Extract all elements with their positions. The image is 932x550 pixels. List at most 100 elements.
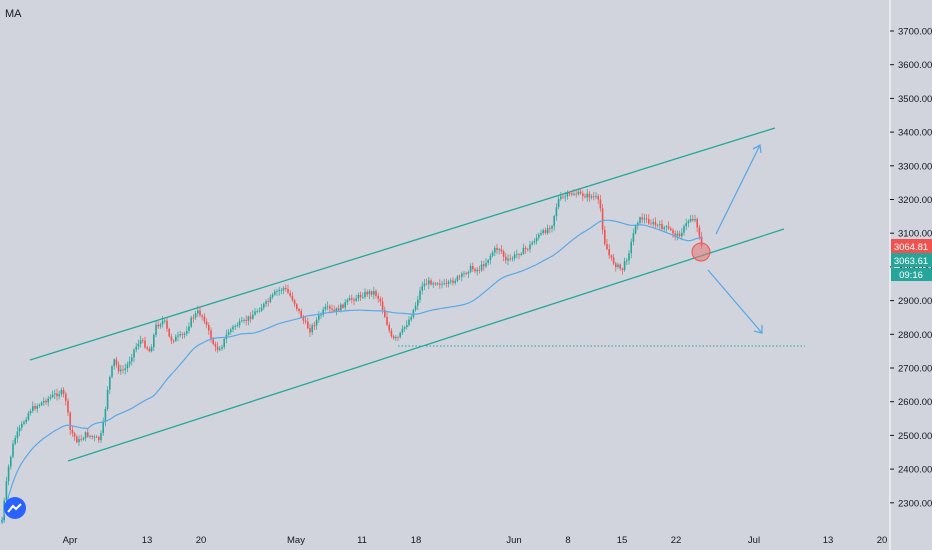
candle-body	[219, 348, 221, 350]
candle-body	[452, 280, 454, 283]
channel-lower-line[interactable]	[67, 228, 785, 462]
candle-body	[601, 208, 604, 230]
time-tick-label: Jun	[506, 535, 521, 546]
candle-body	[5, 481, 8, 501]
candle-body	[698, 227, 701, 237]
candle-body	[18, 427, 21, 432]
candle-body	[463, 273, 465, 275]
candle-body	[258, 310, 261, 312]
candle-body	[423, 283, 426, 287]
svg-text:09:16: 09:16	[899, 270, 923, 281]
candle-body	[128, 361, 131, 365]
candle-body	[560, 196, 562, 199]
candle-body	[522, 247, 525, 254]
candle-body	[505, 256, 507, 261]
candle-body	[333, 309, 335, 312]
candle-body	[12, 443, 14, 457]
candle-body	[124, 368, 126, 370]
candle-body	[461, 273, 463, 277]
candle-body	[480, 264, 483, 270]
candle-body	[392, 336, 395, 339]
candle-body	[73, 433, 76, 437]
candle-body	[386, 316, 388, 325]
candle-body	[630, 241, 632, 254]
candle-body	[628, 253, 630, 261]
candle-body	[445, 283, 448, 284]
candle-body	[520, 253, 522, 255]
candle-body	[340, 304, 342, 311]
candle-body	[610, 255, 613, 258]
price-tick-label: 3200.00	[898, 195, 932, 206]
candle-body	[320, 314, 322, 316]
price-tick-label: 3700.00	[898, 27, 932, 38]
candle-body	[513, 254, 516, 259]
candle-body	[683, 226, 685, 233]
candle-body	[509, 258, 511, 260]
candle-body	[337, 308, 340, 311]
candle-body	[335, 308, 338, 312]
candle-body	[49, 397, 52, 399]
candle-body	[428, 280, 430, 285]
candle-body	[542, 230, 544, 234]
candle-body	[21, 423, 23, 428]
candle-body	[289, 292, 291, 296]
candle-body	[529, 244, 531, 250]
indicator-label[interactable]: MA	[5, 8, 22, 20]
candle-body	[379, 298, 382, 302]
candle-body	[672, 230, 674, 234]
candle-body	[164, 320, 166, 322]
tradingview-logo-icon[interactable]	[4, 497, 26, 519]
candle-body	[65, 393, 67, 401]
time-axis-ticks: Apr 13 20 May 11 18 Jun 8 15 22 Jul 13 20	[63, 535, 888, 546]
candle-body	[62, 389, 65, 394]
candle-body	[615, 263, 617, 268]
candle-body	[619, 264, 621, 269]
candle-body	[467, 271, 470, 274]
up-arrow[interactable]	[715, 143, 762, 235]
candle-body	[1, 519, 3, 522]
channel-upper-line[interactable]	[29, 127, 776, 361]
moving-average-line	[1, 219, 702, 525]
candle-body	[269, 296, 272, 302]
candle-body	[456, 276, 459, 281]
down-arrow[interactable]	[707, 269, 763, 334]
candle-body	[117, 364, 120, 372]
candle-body	[298, 308, 300, 311]
candle-body	[133, 349, 135, 358]
candle-body	[23, 422, 25, 424]
touch-circle[interactable]	[691, 242, 711, 262]
candle-body	[524, 247, 527, 250]
candle-body	[267, 301, 269, 303]
candle-body	[626, 260, 628, 262]
candle-body	[238, 321, 241, 326]
candle-body	[179, 334, 181, 336]
candle-body	[667, 226, 670, 229]
candle-body	[527, 249, 529, 250]
candle-body	[161, 320, 164, 325]
candle-body	[491, 252, 494, 256]
candle-body	[318, 315, 320, 320]
candle-body	[227, 332, 230, 335]
candle-body	[137, 343, 140, 347]
candle-body	[188, 326, 190, 331]
candle-body	[223, 338, 225, 347]
candle-body	[212, 339, 214, 345]
candle-body	[102, 421, 104, 434]
candle-body	[245, 319, 247, 321]
candle-body	[694, 219, 696, 221]
candle-body	[597, 196, 599, 200]
candle-body	[234, 326, 236, 327]
candle-body	[351, 298, 353, 300]
price-tick-label: 2400.00	[898, 465, 932, 476]
candle-body	[531, 242, 533, 245]
candle-body	[689, 219, 692, 222]
candle-body	[201, 315, 203, 317]
candle-body	[210, 330, 212, 340]
time-tick-label: May	[287, 535, 305, 546]
candle-body	[69, 412, 71, 431]
candle-body	[641, 217, 643, 220]
candle-body	[100, 433, 102, 441]
candle-body	[665, 226, 668, 228]
price-axis-ticks: 3700.00 3600.00 3500.00 3400.00 3300.00 3200.…	[890, 27, 932, 509]
